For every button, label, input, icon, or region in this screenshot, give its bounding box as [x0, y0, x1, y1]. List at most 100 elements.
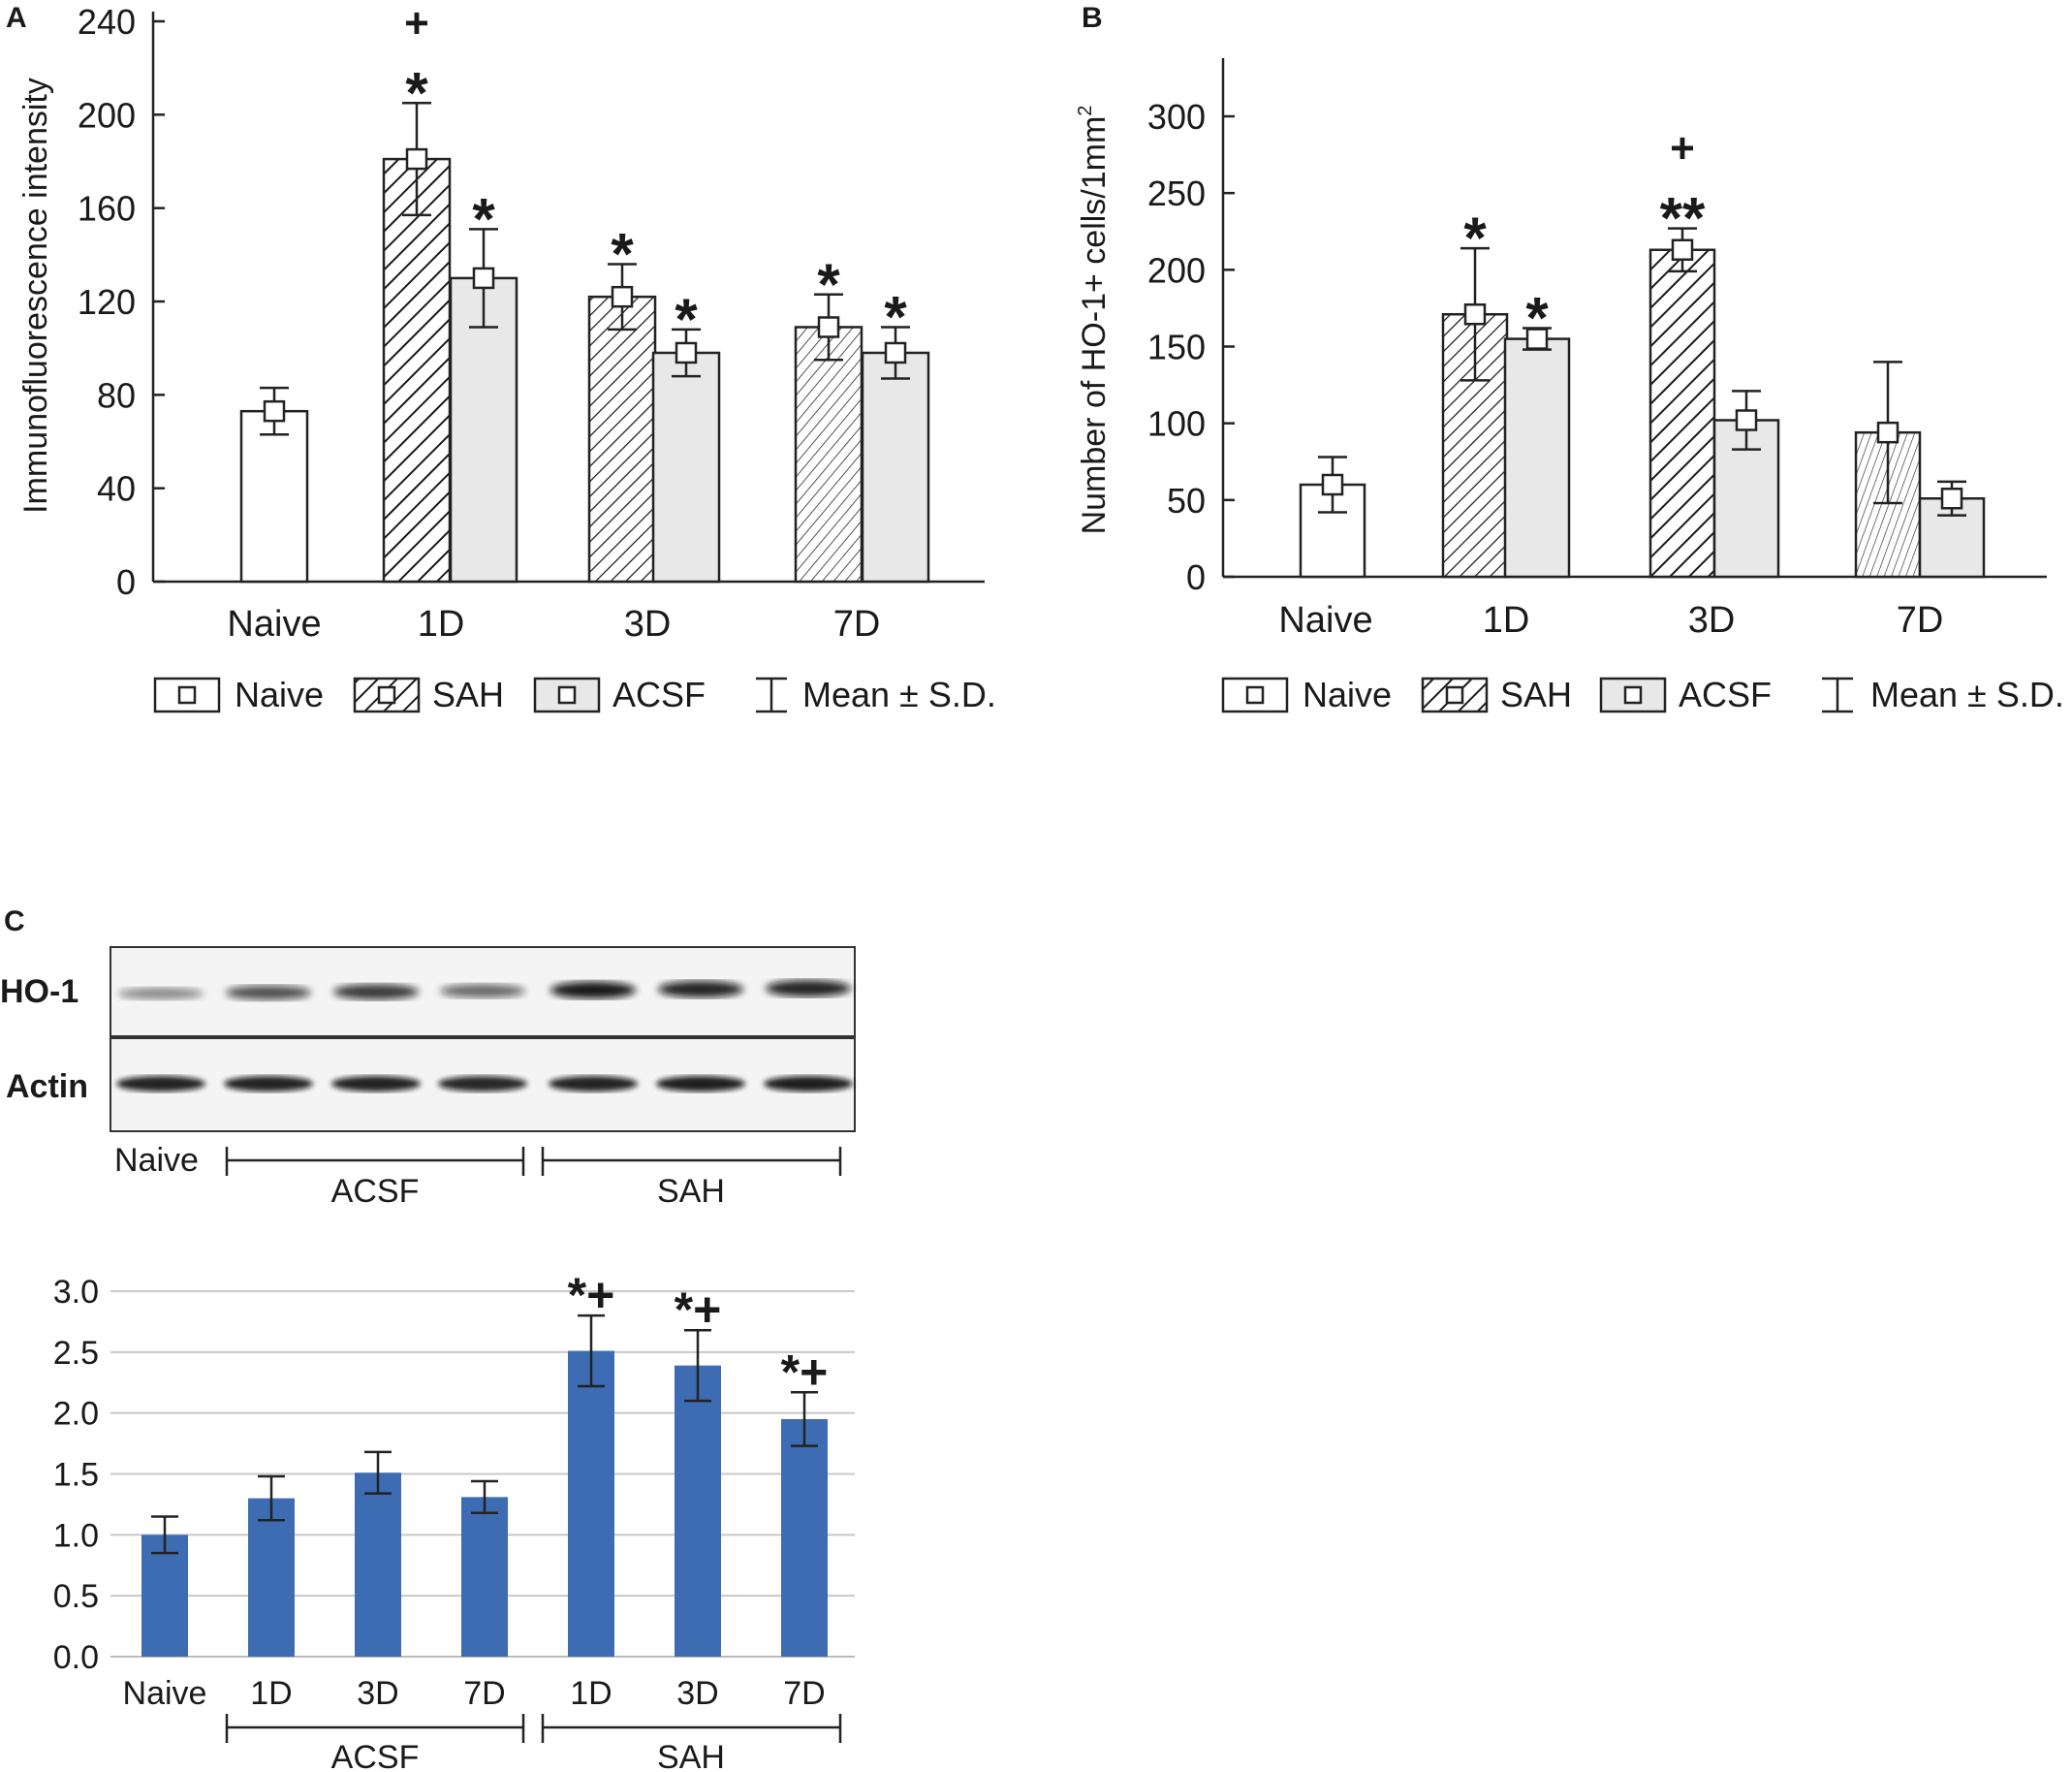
mean-marker: [1321, 473, 1344, 496]
blot-group-label-sah: SAH: [657, 1173, 725, 1210]
blot-group-label-acsf: ACSF: [331, 1173, 420, 1210]
x-tick-label: 1D: [570, 1675, 612, 1712]
bar: [568, 1350, 614, 1657]
mean-marker: [472, 267, 495, 290]
legend-marker-icon: [377, 685, 396, 705]
blot-band-actin: [656, 1076, 745, 1092]
blot-band-actin: [224, 1076, 313, 1092]
x-tick-label: 7D: [833, 604, 881, 645]
significance-marker: *: [1525, 286, 1549, 351]
y-tick-label: 2.0: [53, 1396, 99, 1433]
y-axis-label-group: Number of HO-1+ cells/1mm2: [1075, 106, 1113, 535]
x-tick-label: 1D: [250, 1675, 292, 1712]
mean-marker: [1735, 409, 1758, 431]
legend-marker-icon: [557, 685, 577, 705]
bar-sah: [587, 295, 657, 584]
x-tick-label: Naive: [123, 1675, 207, 1712]
x-tick-label: 3D: [357, 1675, 398, 1712]
x-tick-label: 3D: [676, 1675, 718, 1712]
significance-marker: *: [675, 287, 698, 352]
y-tick-label: 100: [1147, 404, 1206, 444]
legend-marker-icon: [1623, 685, 1643, 705]
y-tick-label: 80: [97, 375, 136, 415]
mean-marker: [675, 341, 698, 364]
group-label-acsf: ACSF: [331, 1739, 420, 1772]
y-tick-label: 250: [1147, 174, 1206, 213]
significance-marker: *+: [568, 1268, 615, 1322]
significance-marker: *+: [675, 1282, 722, 1337]
y-tick-label: 1.0: [53, 1517, 99, 1554]
bar: [141, 1535, 188, 1657]
x-tick-label: 1D: [1483, 600, 1530, 641]
blot-lane-label-naive: Naive: [114, 1142, 199, 1179]
bar: [248, 1498, 295, 1657]
blot-band-ho1: [550, 981, 636, 999]
panel-label-c: C: [4, 905, 25, 937]
error-bar: [791, 1391, 818, 1447]
blot-band-actin: [331, 1076, 421, 1092]
y-tick-label: 50: [1167, 481, 1206, 521]
y-tick-label: 150: [1147, 328, 1206, 367]
legend-marker-icon: [177, 685, 197, 705]
y-tick-label: 0.0: [53, 1639, 99, 1676]
bars: *+ *+ *+: [141, 1268, 828, 1657]
x-tick-label: 3D: [624, 604, 672, 645]
x-tick-label: 7D: [463, 1675, 505, 1712]
blot-band-actin: [116, 1076, 205, 1092]
legend-label-mean-sd: Mean ± S.D.: [1870, 675, 2064, 714]
legend-swatch-sah: [1421, 677, 1489, 713]
mean-marker: [1876, 421, 1899, 444]
x-tick-label: Naive: [227, 604, 321, 645]
legend-label-acsf: ACSF: [612, 675, 706, 714]
legend-swatch-acsf: [1599, 677, 1667, 713]
blot-band-ho1: [440, 984, 525, 998]
blot-band-actin: [764, 1076, 853, 1092]
blot-bracket-acsf: [225, 1147, 525, 1176]
blot-band-ho1: [658, 981, 743, 997]
y-tick-label: 160: [78, 189, 136, 229]
legend-marker-icon: [1445, 685, 1464, 705]
bar: [675, 1365, 721, 1657]
significance-marker: *: [405, 60, 428, 125]
y-tick-label: 3.0: [53, 1274, 99, 1311]
legend-marker-icon: [1245, 685, 1265, 705]
legend-label-sah: SAH: [432, 675, 504, 714]
error-bar-icon: [1822, 677, 1853, 713]
error-bar-icon: [756, 677, 787, 713]
mean-marker: [611, 285, 634, 308]
significance-marker: +: [1670, 125, 1695, 173]
legend-swatch-naive: [1221, 677, 1289, 713]
legend-label-mean-sd: Mean ± S.D.: [802, 675, 996, 714]
y-tick-label: 0: [1186, 557, 1206, 597]
panel-label-a: A: [6, 2, 27, 34]
y-tick-label: 2.5: [53, 1335, 99, 1372]
panel-c: C HO-1 Actin Naive ACSF SAH 0.0 0.5 1.0 1.5…: [0, 905, 856, 1772]
significance-marker: **: [1660, 186, 1706, 251]
error-bar: [258, 1474, 285, 1522]
x-tick-label: 1D: [418, 604, 465, 645]
western-blot: HO-1 Actin Naive ACSF SAH: [0, 946, 856, 1210]
bar-naive: [239, 409, 309, 584]
bar: [781, 1418, 828, 1657]
y-tick-label: 240: [78, 2, 136, 42]
legend-label-acsf: ACSF: [1679, 675, 1772, 714]
bars: + * * * * * *: [239, 0, 930, 584]
significance-marker: *: [472, 186, 495, 251]
legend-label-naive: Naive: [1303, 675, 1392, 714]
error-bar: [364, 1450, 392, 1495]
legend-swatch-naive: [153, 677, 221, 713]
error-bar: [684, 1328, 711, 1403]
bar-acsf: [651, 351, 721, 584]
panel-a: A Immunofluorescence intensity 0 40 80 120 1…: [6, 0, 996, 714]
x-tick-label: 7D: [1897, 600, 1944, 641]
significance-marker: *: [611, 221, 634, 286]
panel-label-b: B: [1082, 2, 1103, 34]
bar: [461, 1497, 508, 1657]
legend-label-sah: SAH: [1500, 675, 1572, 714]
bar-sah: [794, 326, 863, 584]
blot-band-actin: [549, 1076, 638, 1092]
bar-acsf: [861, 351, 930, 584]
y-tick-label: 0: [116, 562, 136, 602]
blot-band-ho1: [226, 985, 311, 1000]
blot-band-actin: [438, 1076, 527, 1092]
